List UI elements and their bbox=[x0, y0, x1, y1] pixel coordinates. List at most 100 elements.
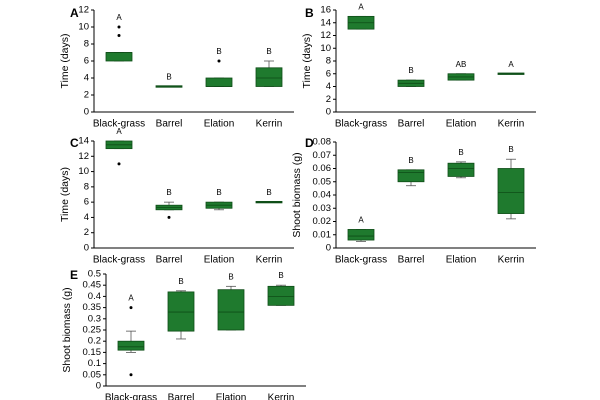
box-elation: AB bbox=[447, 60, 475, 81]
y-tick-label: 8 bbox=[326, 56, 331, 67]
x-tick-label: Barrel bbox=[156, 255, 183, 266]
box-barrel: B bbox=[167, 277, 195, 340]
significance-letter: AB bbox=[456, 60, 467, 69]
panel-c: C 0 2 4 6 8 10 12 14 Time (days) Black-grass Barrel… bbox=[59, 127, 294, 266]
y-tick-label: 0.03 bbox=[313, 203, 332, 214]
significance-letter: B bbox=[458, 148, 463, 157]
significance-letter: A bbox=[358, 215, 364, 224]
y-tick-label: 0.15 bbox=[83, 347, 102, 358]
y-tick-label: 2 bbox=[326, 94, 331, 105]
y-tick-label: 0.2 bbox=[88, 336, 101, 347]
panel-letter: E bbox=[70, 268, 78, 282]
box-barrel: B bbox=[397, 156, 425, 187]
y-axis-title: Shoot biomass (g) bbox=[61, 287, 73, 372]
y-tick-label: 0.3 bbox=[88, 313, 101, 324]
y-tick-label: 0.08 bbox=[313, 137, 332, 148]
panel-letter: A bbox=[70, 6, 79, 20]
y-tick-label: 0.25 bbox=[83, 325, 102, 336]
box-body bbox=[347, 229, 375, 241]
y-axis-title: Time (days) bbox=[301, 33, 313, 88]
y-tick-label: 12 bbox=[78, 5, 89, 16]
y-tick-label: 0 bbox=[326, 243, 331, 254]
y-tick-label: 0.05 bbox=[83, 369, 102, 380]
box-body bbox=[255, 67, 283, 87]
box-elation: B bbox=[447, 148, 475, 179]
significance-letter: B bbox=[266, 188, 271, 197]
significance-letter: B bbox=[166, 73, 171, 82]
y-tick-label: 0.04 bbox=[313, 190, 332, 201]
x-tick-label: Barrel bbox=[398, 255, 425, 266]
box-body bbox=[167, 291, 195, 332]
box-body bbox=[397, 169, 425, 183]
panel-d: D 0 0.01 0.02 0.03 0.04 0.05 0.06 0.07 0.08 Shoot … bbox=[291, 136, 536, 266]
x-tick-label: Kerrin bbox=[268, 393, 295, 400]
y-tick-label: 0.35 bbox=[83, 302, 102, 313]
box-black-grass: A bbox=[347, 2, 375, 30]
box-kerrin: B bbox=[497, 145, 525, 220]
x-tick-label: Black-grass bbox=[335, 119, 387, 130]
x-tick-label: Elation bbox=[204, 119, 235, 130]
x-tick-label: Barrel bbox=[168, 393, 195, 400]
box-body bbox=[267, 285, 295, 306]
significance-letter: A bbox=[116, 127, 122, 136]
y-tick-label: 6 bbox=[84, 197, 89, 208]
outlier-point bbox=[117, 162, 121, 166]
y-tick-label: 10 bbox=[78, 22, 89, 33]
significance-letter: B bbox=[408, 156, 413, 165]
x-tick-label: Elation bbox=[446, 255, 477, 266]
y-axis-title: Time (days) bbox=[59, 167, 71, 222]
significance-letter: B bbox=[216, 188, 221, 197]
y-tick-label: 0.05 bbox=[313, 176, 332, 187]
y-tick-label: 8 bbox=[84, 181, 89, 192]
y-tick-label: 0.45 bbox=[83, 280, 102, 291]
x-tick-label: Black-grass bbox=[105, 393, 157, 400]
y-tick-label: 4 bbox=[84, 73, 89, 84]
y-tick-label: 2 bbox=[84, 90, 89, 101]
y-tick-label: 0.01 bbox=[313, 229, 332, 240]
x-tick-label: Elation bbox=[204, 255, 235, 266]
x-tick-label: Black-grass bbox=[93, 119, 145, 130]
y-tick-label: 0.5 bbox=[88, 269, 101, 280]
x-tick-label: Barrel bbox=[398, 119, 425, 130]
significance-letter: B bbox=[508, 145, 513, 154]
outlier-point bbox=[117, 25, 121, 29]
y-tick-label: 10 bbox=[320, 43, 331, 54]
y-tick-label: 6 bbox=[84, 56, 89, 67]
outlier-point bbox=[129, 306, 133, 310]
outlier-point bbox=[167, 215, 171, 219]
box-kerrin: B bbox=[255, 188, 283, 204]
x-tick-label: Elation bbox=[446, 119, 477, 130]
box-barrel: B bbox=[155, 188, 183, 219]
y-tick-label: 8 bbox=[84, 39, 89, 50]
x-tick-label: Black-grass bbox=[93, 255, 145, 266]
box-kerrin: B bbox=[255, 47, 283, 87]
panel-letter: D bbox=[305, 136, 314, 150]
y-tick-label: 4 bbox=[84, 212, 89, 223]
x-tick-label: Elation bbox=[216, 393, 247, 400]
box-barrel: B bbox=[397, 66, 425, 87]
panel-a: A 0 2 4 6 8 10 12 Time (days) Black-grass Barrel El… bbox=[59, 5, 294, 130]
outlier-point bbox=[129, 373, 133, 377]
significance-letter: A bbox=[128, 294, 134, 303]
box-barrel: B bbox=[155, 73, 183, 88]
y-tick-label: 6 bbox=[326, 68, 331, 79]
y-tick-label: 14 bbox=[320, 17, 331, 28]
y-tick-label: 0.07 bbox=[313, 150, 332, 161]
box-black-grass: A bbox=[105, 13, 133, 62]
y-tick-label: 16 bbox=[320, 5, 331, 16]
box-body bbox=[447, 162, 475, 177]
x-tick-label: Kerrin bbox=[498, 119, 525, 130]
significance-letter: B bbox=[408, 66, 413, 75]
y-axis-title: Shoot biomass (g) bbox=[291, 152, 303, 237]
y-tick-label: 0 bbox=[84, 107, 89, 118]
y-tick-label: 2 bbox=[84, 227, 89, 238]
y-tick-label: 0 bbox=[84, 243, 89, 254]
y-axis-title: Time (days) bbox=[59, 33, 71, 88]
box-body bbox=[217, 289, 245, 331]
y-tick-label: 14 bbox=[78, 136, 89, 147]
significance-letter: B bbox=[228, 272, 233, 281]
significance-letter: A bbox=[508, 60, 514, 69]
panel-letter: C bbox=[70, 136, 79, 150]
